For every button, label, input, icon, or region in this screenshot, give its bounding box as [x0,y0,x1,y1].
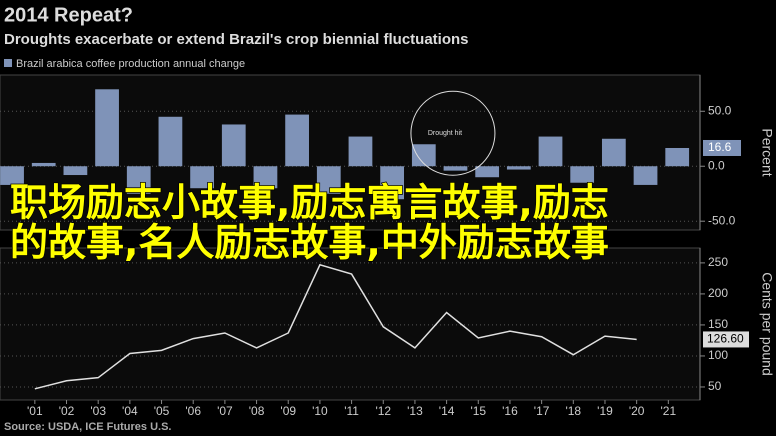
y-axis-title: Percent [759,128,775,176]
x-tick-label: '03 [90,404,106,418]
bar [601,138,626,167]
y-tick-label: 50 [708,379,722,393]
x-tick-label: '07 [217,404,233,418]
value-label: 16.6 [708,140,732,154]
source: Source: USDA, ICE Futures U.S. [4,421,171,433]
value-label-box [703,331,749,348]
bar [538,136,563,167]
bar [0,166,24,185]
x-tick-label: '17 [534,404,550,418]
bar [190,166,214,189]
x-tick-label: '12 [375,404,391,418]
legend-swatch [4,59,12,67]
bar [31,162,56,167]
bar [221,124,246,167]
bar [253,166,278,189]
x-tick-label: '13 [407,404,423,418]
overlay-text: 职场励志小故事,励志寓言故事,励志 [10,181,609,225]
bar [506,166,531,170]
annotation-circle [410,90,496,176]
value-label: 126.60 [707,332,744,346]
x-tick-label: '05 [154,404,170,418]
y-axis-title: Cents per pound [759,272,775,376]
plot-area [0,247,701,401]
legend-label: Brazil arabica coffee production annual … [16,58,245,70]
x-tick-label: '04 [122,404,138,418]
x-tick-label: '09 [280,404,296,418]
x-tick-label: '14 [439,404,455,418]
overlay-text: 的故事,名人励志故事,中外励志故事 [10,221,609,265]
bar [633,166,658,185]
bar [285,114,309,167]
x-tick-label: '16 [502,404,518,418]
overlay: 职场励志小故事,励志寓言故事,励志 的故事,名人励志故事,中外励志故事 [9,180,609,266]
y-tick-label: 100 [708,348,728,362]
y-tick-label: 150 [708,317,728,331]
x-tick-label: '01 [27,404,43,418]
x-tick-label: '21 [661,404,677,418]
x-tick-label: '11 [344,404,359,418]
bar [665,147,690,167]
bar [570,166,595,183]
x-tick-label: '15 [470,404,486,418]
y-tick-label: 50.0 [708,103,732,117]
line [34,263,637,390]
bar [443,166,468,171]
annotation: Drought hit [428,130,462,137]
chart-title: 2014 Repeat? [4,4,133,26]
bar [316,166,341,194]
bar [158,116,183,167]
bar [126,166,151,194]
y-tick-label: -50.0 [708,213,736,227]
y-tick-label: 0.0 [708,158,725,172]
bar [63,166,88,176]
chart-subtitle: Droughts exacerbate or extend Brazil's c… [4,31,469,48]
bar [348,136,373,167]
plots: -50.0 0.0 50.0 Percent Brazil arabica coffee… [0,58,775,418]
x-tick-label: '10 [312,404,328,418]
value-label-box [703,139,741,156]
y-tick-label: 250 [708,255,728,269]
bar [411,144,436,167]
bar [380,166,405,200]
x-tick-label: '06 [185,404,201,418]
x-tick-label: '20 [629,404,645,418]
x-tick-label: '02 [59,404,75,418]
x-tick-label: '08 [249,404,265,418]
bar [475,166,500,178]
bar [95,89,119,167]
x-tick-label: '18 [565,404,581,418]
x-tick-label: '19 [597,404,613,418]
y-tick-label: 200 [708,286,728,300]
